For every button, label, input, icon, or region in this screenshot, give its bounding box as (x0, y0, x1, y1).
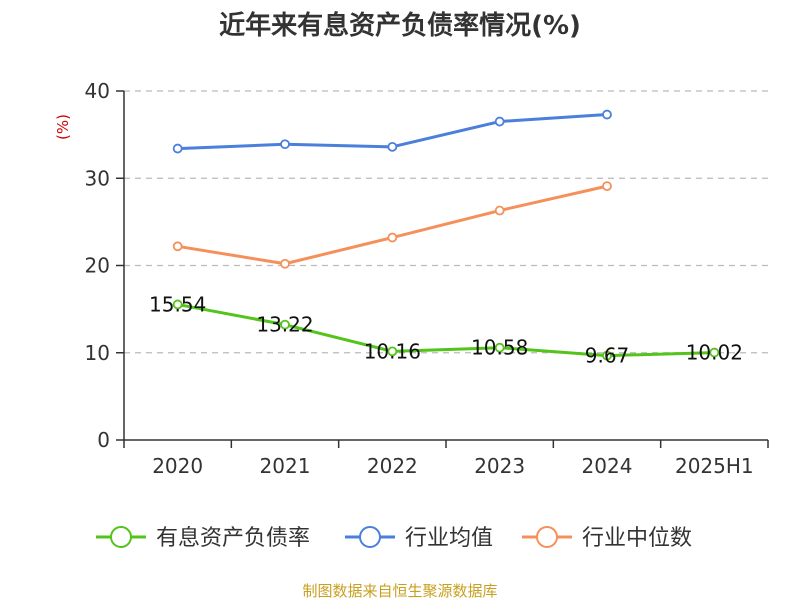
legend-marker (359, 526, 381, 548)
data-point (494, 342, 505, 353)
x-tick-label: 2022 (367, 454, 418, 478)
x-tick-label: 2023 (474, 454, 525, 478)
y-tick-label: 0 (97, 428, 110, 452)
data-point (602, 181, 612, 192)
data-point (709, 347, 720, 358)
legend-label: 行业中位数 (582, 526, 692, 551)
data-point (172, 143, 183, 154)
series-layer (172, 109, 720, 361)
legend-item-0: 有息资产负债率 (96, 526, 310, 551)
data-label: 10.16 (364, 339, 421, 363)
x-tick-label: 2024 (582, 454, 633, 478)
data-label: 10.02 (686, 341, 743, 365)
data-point (172, 241, 183, 252)
source-note: 制图数据来自恒生聚源数据库 (302, 582, 497, 600)
x-tick-label: 2025H1 (675, 454, 754, 478)
data-point (494, 205, 505, 216)
legend-label: 有息资产负债率 (156, 526, 310, 551)
data-point (280, 139, 290, 150)
legend-item-2: 行业中位数 (522, 526, 692, 551)
legend: 有息资产负债率 行业均值 行业中位数 (96, 526, 692, 551)
data-label: 15.54 (149, 292, 206, 316)
data-point (387, 346, 398, 357)
series-2 (172, 181, 612, 269)
chart-title: 近年来有息资产负债率情况(%) (219, 10, 581, 41)
data-labels: 15.54 13.22 10.16 10.58 9.67 10.02 (149, 292, 743, 367)
legend-marker (536, 526, 558, 548)
grid (124, 90, 768, 354)
legend-label: 行业均值 (405, 526, 493, 551)
data-point (387, 232, 398, 243)
y-tick-label: 40 (85, 79, 110, 103)
y-tick-label: 10 (85, 341, 110, 365)
series-1 (172, 109, 612, 154)
data-point (602, 109, 612, 120)
legend-marker (110, 526, 132, 548)
data-point (280, 258, 290, 269)
series-line (176, 302, 716, 358)
data-label: 10.58 (471, 336, 528, 360)
data-label: 13.22 (256, 313, 313, 337)
data-label: 9.67 (585, 344, 630, 368)
y-axis-unit: (%) (54, 114, 72, 140)
data-point (494, 116, 505, 127)
series-0 (172, 299, 720, 361)
axes: 0 10 20 30 40 2020 2021 2022 2023 2024 2025H1 (85, 79, 769, 478)
x-tick-label: 2021 (260, 454, 311, 478)
legend-item-1: 行业均值 (345, 526, 493, 551)
data-point (387, 141, 398, 152)
data-point (172, 299, 183, 310)
y-tick-label: 30 (85, 166, 110, 190)
data-point (280, 319, 290, 330)
y-tick-label: 20 (85, 254, 110, 278)
x-tick-label: 2020 (152, 454, 203, 478)
series-line (176, 184, 609, 266)
data-point (602, 350, 612, 361)
